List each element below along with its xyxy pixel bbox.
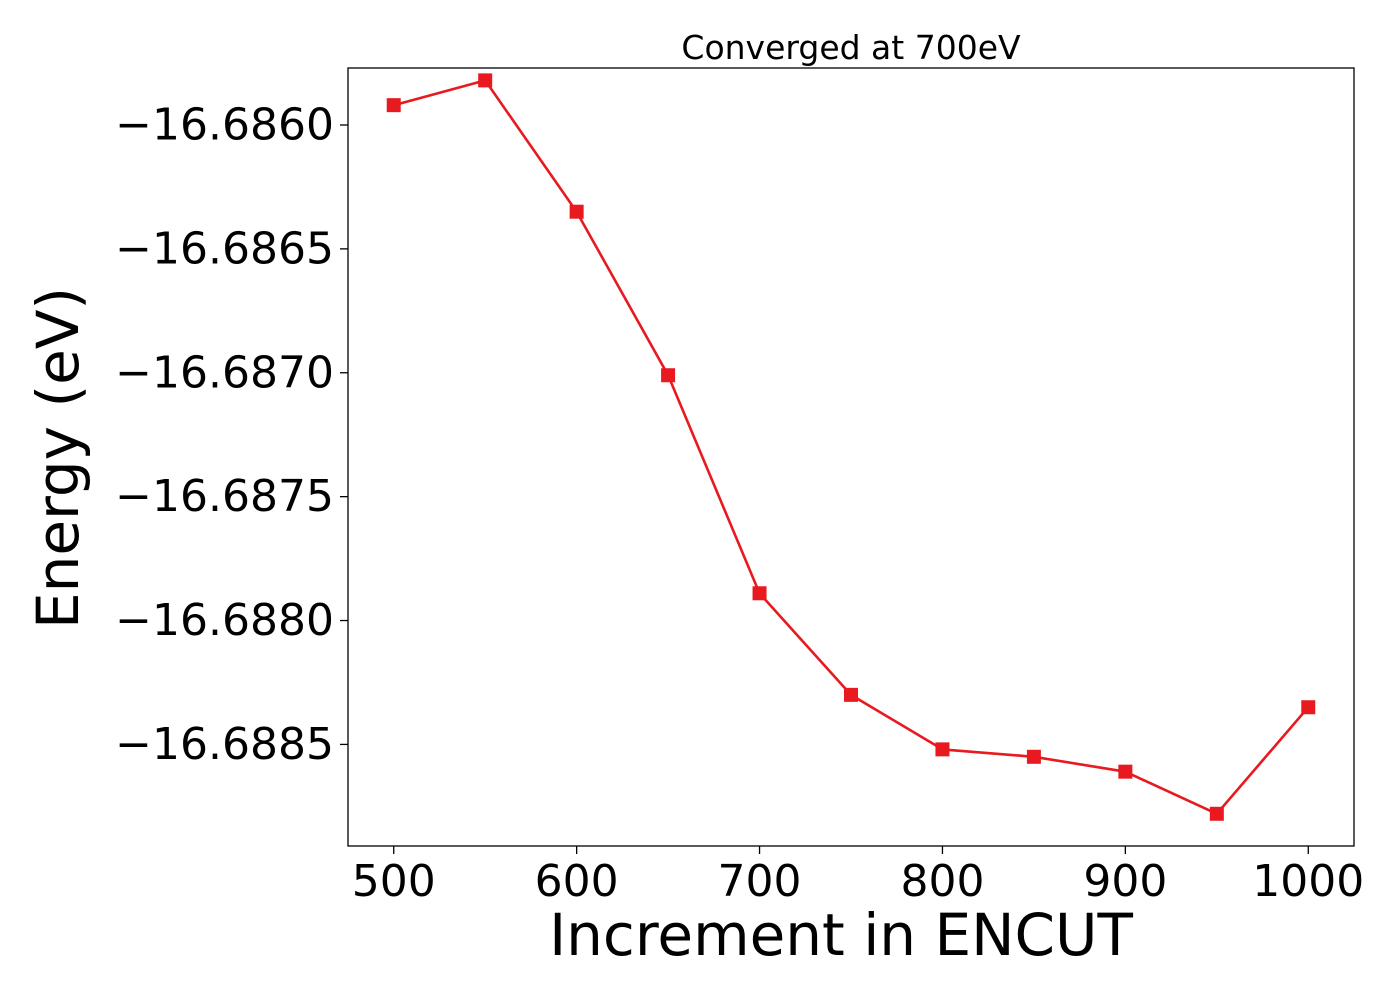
data-point-marker	[1026, 749, 1041, 764]
data-point-marker	[661, 368, 676, 383]
data-point-marker	[935, 742, 950, 757]
x-tick-label: 700	[718, 856, 802, 907]
y-tick-label: −16.6880	[115, 595, 334, 646]
y-tick-label: −16.6860	[115, 99, 334, 150]
y-tick-label: −16.6865	[115, 223, 334, 274]
x-tick-label: 800	[900, 856, 984, 907]
data-point-marker	[1301, 700, 1316, 715]
data-point-marker	[844, 687, 858, 702]
data-point-marker	[478, 73, 493, 88]
plot-frame	[347, 67, 1355, 847]
data-point-marker	[1209, 806, 1224, 821]
y-tick-label: −16.6885	[115, 719, 334, 770]
y-tick-label: −16.6870	[115, 347, 334, 398]
y-axis-title: Energy (eV)	[24, 287, 92, 629]
x-tick-label: 500	[352, 856, 436, 907]
x-axis-title: Increment in ENCUT	[549, 901, 1133, 969]
energy-series-markers	[386, 73, 1316, 821]
x-tick-label: 900	[1083, 856, 1167, 907]
x-tick-label: 600	[535, 856, 619, 907]
energy-series-line	[393, 79, 1310, 816]
data-point-marker	[386, 98, 401, 113]
data-point-marker	[752, 586, 767, 601]
data-point-marker	[569, 204, 584, 219]
y-axis-ticks: −16.6860 −16.6865 −16.6870 −16.6875 −16.6880…	[115, 99, 348, 770]
x-axis-ticks: 500 600 700 800 900 1000	[352, 846, 1364, 907]
x-tick-label: 1000	[1252, 856, 1364, 907]
data-point-marker	[1118, 764, 1133, 779]
y-tick-label: −16.6875	[115, 471, 334, 522]
chart-title: Converged at 700eV	[681, 28, 1021, 67]
